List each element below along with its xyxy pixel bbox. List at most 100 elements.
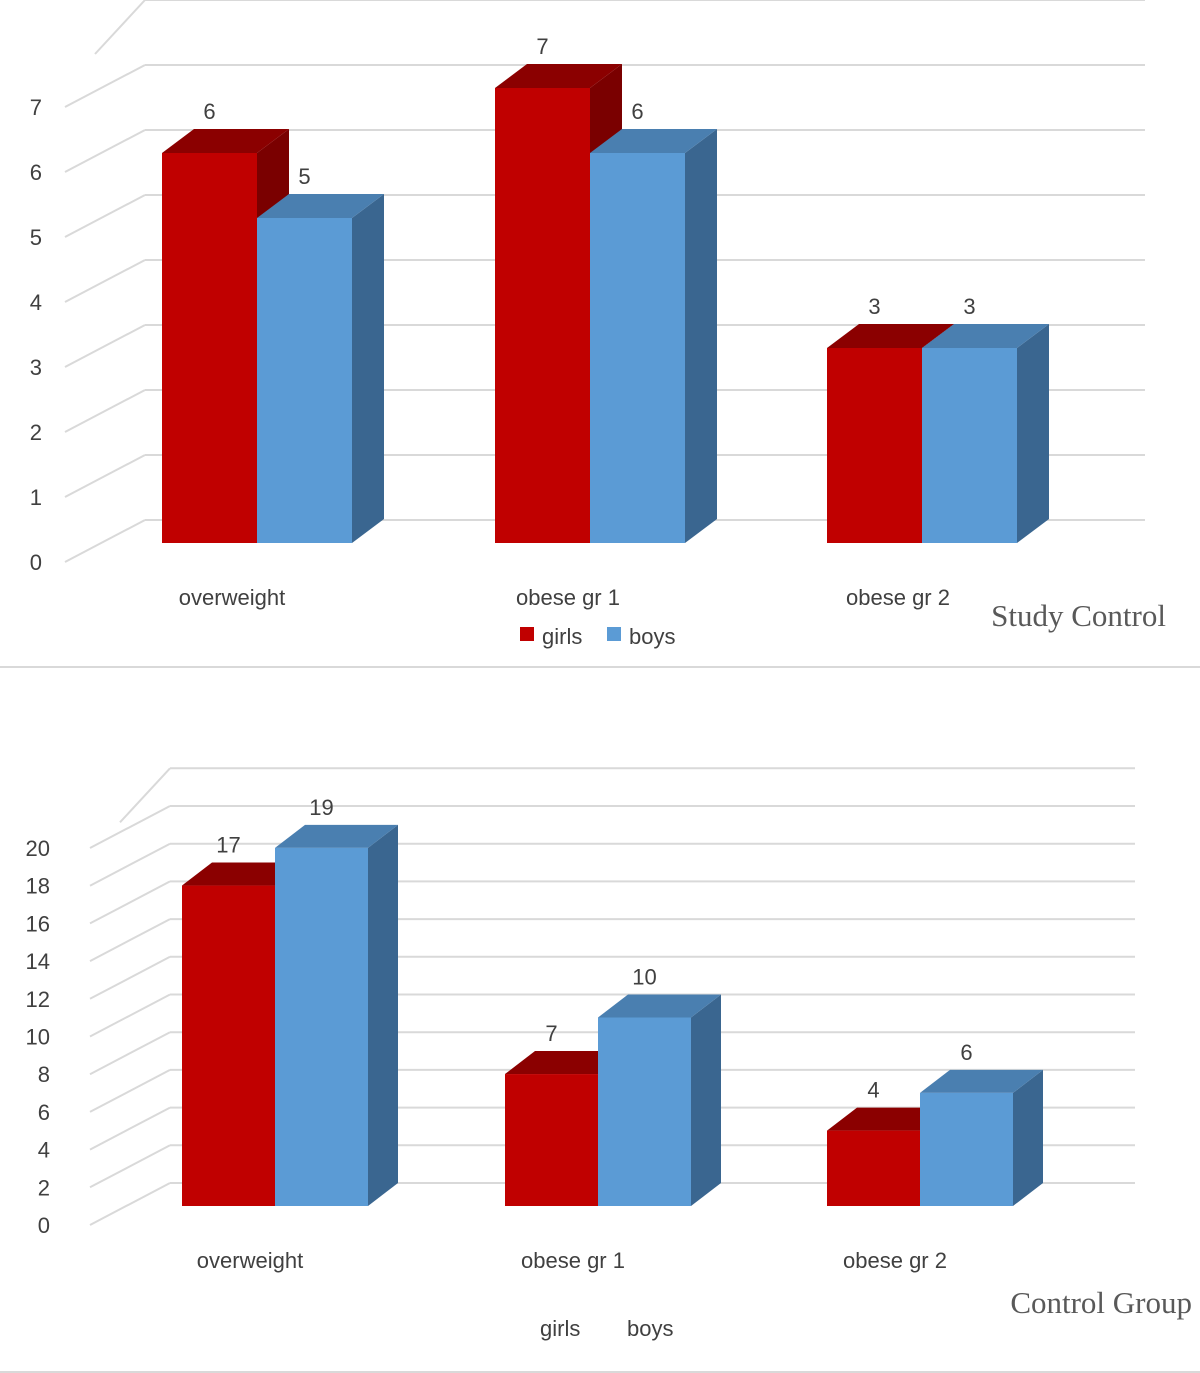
legend-swatch-boys	[607, 627, 621, 641]
chart-panel-control-group: 0 2 4 6 8 10 12 14 16 18 20 17 19 7 10 4 6 overweight obes…	[0, 668, 1200, 1373]
gridline-wall	[119, 767, 171, 823]
legend-label-boys: boys	[627, 1316, 673, 1341]
bar-side	[1013, 1069, 1043, 1206]
data-label: 4	[867, 1078, 879, 1103]
legend: girls boys	[540, 1316, 673, 1341]
bar-top	[505, 1051, 628, 1075]
chart-panel-study-control: 0 1 2 3 4 5 6 7 6 5 7 6 3 3 overweight obese gr 1 obese …	[0, 0, 1200, 668]
y-axis-ticks: 0 2 4 6 8 10 12 14 16 18 20	[26, 836, 50, 1238]
gridline-wall	[89, 1069, 171, 1113]
gridline-wall	[89, 918, 171, 962]
data-label: 7	[545, 1021, 557, 1046]
data-label: 5	[298, 164, 310, 189]
y-tick-label: 6	[30, 160, 42, 185]
data-label: 3	[868, 294, 880, 319]
bar-front	[920, 1092, 1013, 1206]
gridline-wall	[64, 389, 146, 433]
gridline-wall	[64, 129, 146, 173]
y-tick-label: 12	[26, 987, 50, 1012]
bar-boys-0: 5	[257, 164, 384, 543]
x-category-label: obese gr 1	[521, 1248, 625, 1273]
gridline-wall	[89, 805, 171, 849]
bars: 17 19 7 10 4 6	[182, 795, 1043, 1206]
bar-top	[182, 862, 305, 886]
bar-top	[827, 1107, 950, 1131]
bar-front	[827, 1130, 920, 1206]
bar-side	[368, 824, 398, 1206]
chart-svg-study-control: 0 1 2 3 4 5 6 7 6 5 7 6 3 3 overweight obese gr 1 obese …	[30, 0, 1145, 649]
bar-boys-0: 19	[275, 795, 398, 1206]
data-label: 6	[631, 99, 643, 124]
legend-label-girls: girls	[540, 1316, 580, 1341]
gridline-wall	[64, 324, 146, 368]
x-axis-categories: overweight obese gr 1 obese gr 2	[197, 1248, 947, 1273]
bar-front	[257, 218, 352, 543]
x-category-label: overweight	[197, 1248, 303, 1273]
gridline-wall	[89, 842, 171, 887]
gridline-wall	[64, 194, 146, 238]
legend-swatch-girls	[520, 627, 534, 641]
gridline-wall	[89, 955, 171, 1000]
data-label: 7	[536, 34, 548, 59]
gridline-wall	[89, 880, 171, 925]
bar-front	[598, 1017, 691, 1206]
y-tick-label: 0	[38, 1213, 50, 1238]
y-tick-label: 8	[38, 1062, 50, 1087]
gridline-wall	[89, 993, 171, 1038]
bar-boys-2: 3	[922, 294, 1049, 543]
bar-top	[598, 994, 721, 1018]
y-tick-label: 0	[30, 550, 42, 575]
data-label: 17	[216, 833, 240, 858]
bars: 6 5 7 6 3 3	[162, 34, 1049, 543]
bar-front	[922, 348, 1017, 543]
bar-side	[685, 129, 717, 543]
gridline-wall	[89, 1106, 171, 1151]
data-label: 6	[960, 1040, 972, 1065]
bar-boys-1: 6	[590, 99, 717, 543]
gridline-wall	[64, 454, 146, 498]
chart-svg-control-group: 0 2 4 6 8 10 12 14 16 18 20 17 19 7 10 4 6 overweight obes…	[26, 767, 1135, 1341]
x-category-label: obese gr 2	[846, 585, 950, 610]
y-tick-label: 10	[26, 1025, 50, 1050]
gridline-wall	[89, 1144, 171, 1189]
gridline-wall	[64, 259, 146, 303]
bar-front	[827, 348, 922, 543]
legend: girls boys	[520, 624, 675, 649]
y-tick-label: 4	[30, 290, 42, 315]
chart-caption: Study Control	[991, 598, 1166, 633]
x-category-label: overweight	[179, 585, 285, 610]
bar-top	[920, 1069, 1043, 1093]
bar-top	[827, 324, 954, 348]
bar-front	[182, 885, 275, 1206]
y-tick-label: 3	[30, 355, 42, 380]
y-tick-label: 4	[38, 1138, 50, 1163]
y-tick-label: 20	[26, 836, 50, 861]
legend-label-boys: boys	[629, 624, 675, 649]
data-label: 19	[309, 795, 333, 820]
bar-boys-2: 6	[920, 1040, 1043, 1206]
data-label: 3	[963, 294, 975, 319]
bar-front	[505, 1074, 598, 1206]
y-tick-label: 1	[30, 485, 42, 510]
gridline-wall	[94, 0, 146, 55]
y-tick-label: 16	[26, 911, 50, 936]
bar-top	[257, 194, 384, 218]
bar-top	[922, 324, 1049, 348]
bar-front	[590, 153, 685, 543]
chart-caption: Control Group	[1010, 1285, 1192, 1320]
y-tick-label: 5	[30, 225, 42, 250]
bar-top	[162, 129, 289, 153]
bar-side	[352, 194, 384, 543]
gridline-wall	[64, 64, 146, 108]
y-axis-ticks: 0 1 2 3 4 5 6 7	[30, 95, 42, 575]
data-label: 6	[203, 99, 215, 124]
x-axis-categories: overweight obese gr 1 obese gr 2	[179, 585, 950, 610]
y-tick-label: 18	[26, 874, 50, 899]
data-label: 10	[632, 965, 656, 990]
y-tick-label: 7	[30, 95, 42, 120]
bar-front	[275, 847, 368, 1206]
gridline-wall	[64, 519, 146, 563]
bar-side	[691, 994, 721, 1206]
bar-front	[162, 153, 257, 543]
bar-top	[590, 129, 717, 153]
